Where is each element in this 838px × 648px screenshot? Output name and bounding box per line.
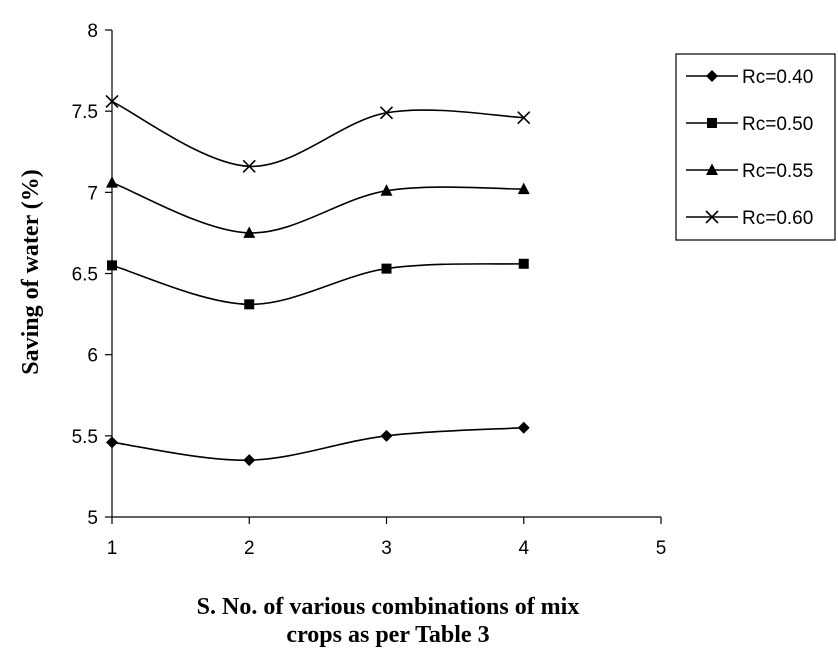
x-tick-label: 5 bbox=[656, 538, 667, 559]
series-line-x bbox=[111, 100, 524, 168]
legend-label: Rc=0.55 bbox=[742, 161, 813, 182]
data-point-square bbox=[107, 260, 117, 271]
y-tick-label: 7 bbox=[87, 183, 98, 204]
legend-marker-x bbox=[705, 210, 719, 224]
data-point-x bbox=[379, 106, 394, 120]
x-tick-label: 3 bbox=[381, 538, 392, 559]
y-tick-label: 7.5 bbox=[72, 102, 98, 123]
data-point-diamond bbox=[380, 429, 393, 442]
data-point-triangle bbox=[380, 184, 393, 196]
data-point-x bbox=[517, 111, 531, 125]
x-tick-label: 4 bbox=[518, 538, 529, 559]
legend-label: Rc=0.40 bbox=[742, 67, 813, 88]
y-tick-label: 6.5 bbox=[72, 265, 98, 286]
y-tick-label: 6 bbox=[87, 346, 98, 367]
data-point-diamond bbox=[106, 436, 118, 449]
legend-label: Rc=0.50 bbox=[742, 114, 813, 135]
data-point-square bbox=[381, 263, 392, 274]
data-point-x bbox=[242, 159, 256, 173]
y-axis-title: Saving of water (%) bbox=[18, 169, 44, 375]
data-point-square bbox=[518, 258, 529, 269]
legend: Rc=0.40 Rc=0.50 Rc=0.55 Rc=0.60 bbox=[675, 53, 836, 241]
x-axis-title-line-2: crops as per Table 3 bbox=[286, 622, 489, 648]
x-tick-label: 1 bbox=[107, 538, 118, 559]
series-lines bbox=[111, 100, 524, 461]
y-axis-ticks: 5 5.5 6 6.5 7 7.5 8 bbox=[72, 21, 112, 529]
y-tick-label: 5 bbox=[87, 508, 98, 529]
series-markers bbox=[105, 94, 531, 467]
data-point-x bbox=[105, 94, 119, 108]
data-point-triangle bbox=[243, 226, 256, 238]
y-tick-label: 8 bbox=[87, 21, 98, 42]
legend-label: Rc=0.60 bbox=[742, 208, 813, 229]
data-point-triangle bbox=[517, 182, 530, 195]
x-tick-label: 2 bbox=[244, 538, 255, 559]
legend-box bbox=[675, 53, 836, 241]
data-point-square bbox=[244, 299, 255, 310]
data-point-diamond bbox=[243, 454, 256, 467]
y-tick-label: 5.5 bbox=[72, 427, 98, 448]
legend-marker-triangle bbox=[706, 163, 718, 175]
series-line-triangle bbox=[111, 181, 524, 234]
legend-marker-square bbox=[707, 118, 717, 128]
series-line-square bbox=[111, 262, 524, 306]
series-line-diamond bbox=[111, 426, 524, 461]
legend-marker-diamond bbox=[706, 70, 718, 82]
x-axis-title-line-1: S. No. of various combinations of mix bbox=[197, 594, 580, 620]
data-point-diamond bbox=[517, 421, 530, 434]
x-axis-ticks: 1 2 3 4 5 bbox=[107, 517, 667, 559]
data-point-triangle bbox=[106, 176, 118, 188]
